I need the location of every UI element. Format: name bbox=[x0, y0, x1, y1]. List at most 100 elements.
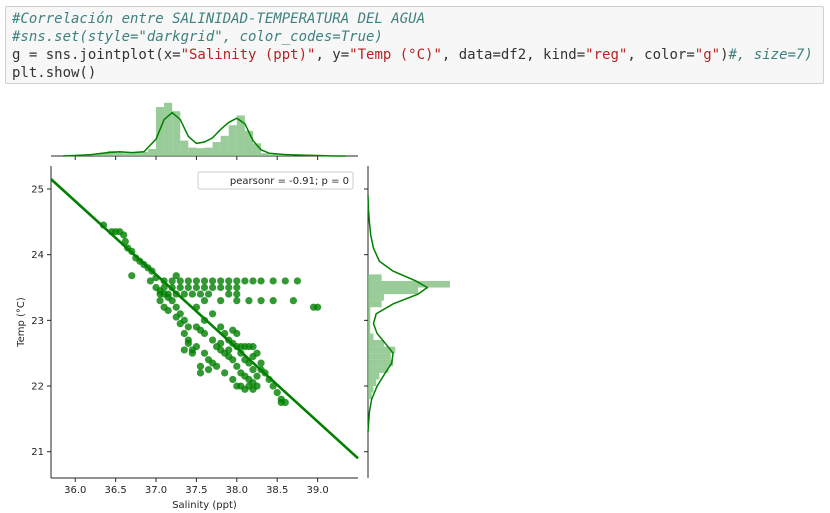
scatter-point bbox=[200, 297, 209, 305]
top-hist-bar bbox=[147, 149, 157, 156]
right-hist-bar bbox=[368, 366, 389, 373]
top-hist-bar bbox=[164, 102, 173, 156]
right-hist-bar bbox=[368, 280, 450, 288]
scatter-point bbox=[217, 277, 225, 285]
scatter-point bbox=[314, 303, 322, 311]
scatter-point bbox=[204, 290, 213, 298]
scatter-point bbox=[200, 349, 209, 357]
scatter-point bbox=[192, 277, 201, 285]
right-hist-bar bbox=[368, 372, 380, 380]
right-hist-bar bbox=[368, 333, 374, 341]
scatter-point bbox=[217, 339, 225, 347]
code-cell[interactable]: #Correlación entre SALINIDAD-TEMPERATURA… bbox=[5, 6, 824, 84]
right-hist-bar bbox=[368, 359, 394, 367]
code-line-2: #sns.set(style="darkgrid", color_codes=T… bbox=[12, 29, 383, 45]
right-hist-bar bbox=[368, 294, 384, 301]
scatter-point bbox=[233, 277, 241, 285]
scatter-point bbox=[217, 323, 225, 331]
scatter-point bbox=[172, 303, 180, 311]
top-hist-bar bbox=[196, 148, 205, 156]
right-hist-bar bbox=[368, 274, 382, 281]
legend: pearsonr = -0.91; p = 0 bbox=[197, 171, 354, 190]
scatter-point bbox=[208, 283, 217, 292]
top-hist-bar bbox=[228, 125, 237, 156]
scatter-point bbox=[257, 359, 265, 367]
right-hist-bar bbox=[368, 386, 374, 393]
x-tick-label: 36.5 bbox=[104, 485, 126, 496]
scatter-point bbox=[156, 297, 164, 305]
code-line-1: #Correlación entre SALINIDAD-TEMPERATURA… bbox=[12, 11, 426, 27]
scatter-point bbox=[217, 297, 225, 305]
scatter-point bbox=[293, 277, 302, 285]
scatter-point bbox=[221, 369, 229, 377]
code-string: "g" bbox=[694, 47, 721, 63]
legend-box bbox=[197, 171, 354, 190]
top-hist-bar bbox=[277, 154, 286, 156]
top-hist-bar bbox=[212, 142, 221, 156]
top-hist-bar bbox=[115, 151, 124, 156]
right-hist-bar bbox=[368, 307, 371, 314]
scatter-point bbox=[196, 362, 205, 370]
scatter-point bbox=[273, 389, 281, 397]
top-hist-bar bbox=[131, 152, 140, 156]
right-hist-bar bbox=[368, 287, 419, 295]
scatter-point bbox=[225, 277, 233, 285]
top-hist-bar bbox=[204, 147, 213, 156]
scatter-point bbox=[120, 231, 128, 239]
top-kde-curve bbox=[63, 111, 346, 157]
scatter-point bbox=[233, 382, 241, 390]
right-hist-bar bbox=[368, 379, 377, 387]
scatter-point bbox=[233, 297, 241, 305]
scatter-point bbox=[180, 290, 188, 298]
scatter-point bbox=[180, 346, 188, 354]
scatter-point bbox=[156, 290, 164, 298]
x-tick-label: 36.0 bbox=[64, 485, 86, 496]
scatter-point bbox=[229, 356, 237, 364]
code-text: , color= bbox=[627, 47, 695, 63]
top-hist-bar bbox=[91, 154, 100, 156]
code-string: "Salinity (ppt)" bbox=[180, 47, 316, 63]
top-hist-bar bbox=[83, 155, 92, 156]
regression-line bbox=[50, 178, 359, 460]
code-line-3: g = sns.jointplot(x="Salinity (ppt)", y=… bbox=[12, 46, 813, 64]
top-hist-bar bbox=[220, 135, 229, 156]
scatter-point bbox=[200, 283, 209, 292]
scatter-point bbox=[241, 385, 249, 393]
scatter-point bbox=[217, 283, 225, 292]
scatter-point bbox=[184, 283, 192, 292]
scatter-point bbox=[225, 283, 233, 292]
x-tick-label: 38.5 bbox=[266, 485, 288, 496]
code-comment: #, size=7) bbox=[728, 47, 813, 63]
jointplot-figure: 36.0 36.5 37.0 37.5 38.0 38.5 39.0 21 22 23 24 25 S… bbox=[16, 102, 450, 511]
scatter-point bbox=[192, 283, 201, 292]
scatter-point bbox=[249, 277, 257, 285]
y-tick-label: 25 bbox=[31, 184, 44, 195]
scatter-point bbox=[225, 346, 233, 354]
scatter-point bbox=[269, 277, 277, 285]
scatter-point bbox=[241, 277, 249, 285]
right-hist-bar bbox=[368, 346, 396, 354]
scatter-point bbox=[200, 329, 209, 338]
top-hist-bar bbox=[107, 150, 116, 156]
scatter-point bbox=[233, 283, 241, 292]
y-tick-label: 21 bbox=[31, 447, 44, 458]
x-tick-label: 37.0 bbox=[145, 485, 167, 496]
scatter-point bbox=[229, 375, 237, 384]
x-axis-label: Salinity (ppt) bbox=[172, 500, 237, 511]
scatter-point bbox=[128, 272, 136, 280]
scatter-point bbox=[249, 343, 257, 351]
code-text: ) bbox=[720, 47, 729, 63]
scatter-point bbox=[253, 372, 261, 380]
top-hist-bar bbox=[269, 154, 278, 156]
code-text: , y= bbox=[315, 47, 350, 63]
scatter-point bbox=[269, 297, 277, 305]
scatter-point bbox=[233, 362, 241, 370]
x-tick-label: 37.5 bbox=[185, 485, 207, 496]
top-hist-bar bbox=[252, 143, 262, 156]
y-tick-label: 22 bbox=[31, 382, 44, 393]
scatter-point bbox=[200, 277, 209, 285]
scatter-point bbox=[172, 272, 180, 280]
scatter-point bbox=[164, 290, 172, 298]
scatter-point bbox=[249, 352, 257, 361]
scatter-point bbox=[184, 339, 192, 347]
